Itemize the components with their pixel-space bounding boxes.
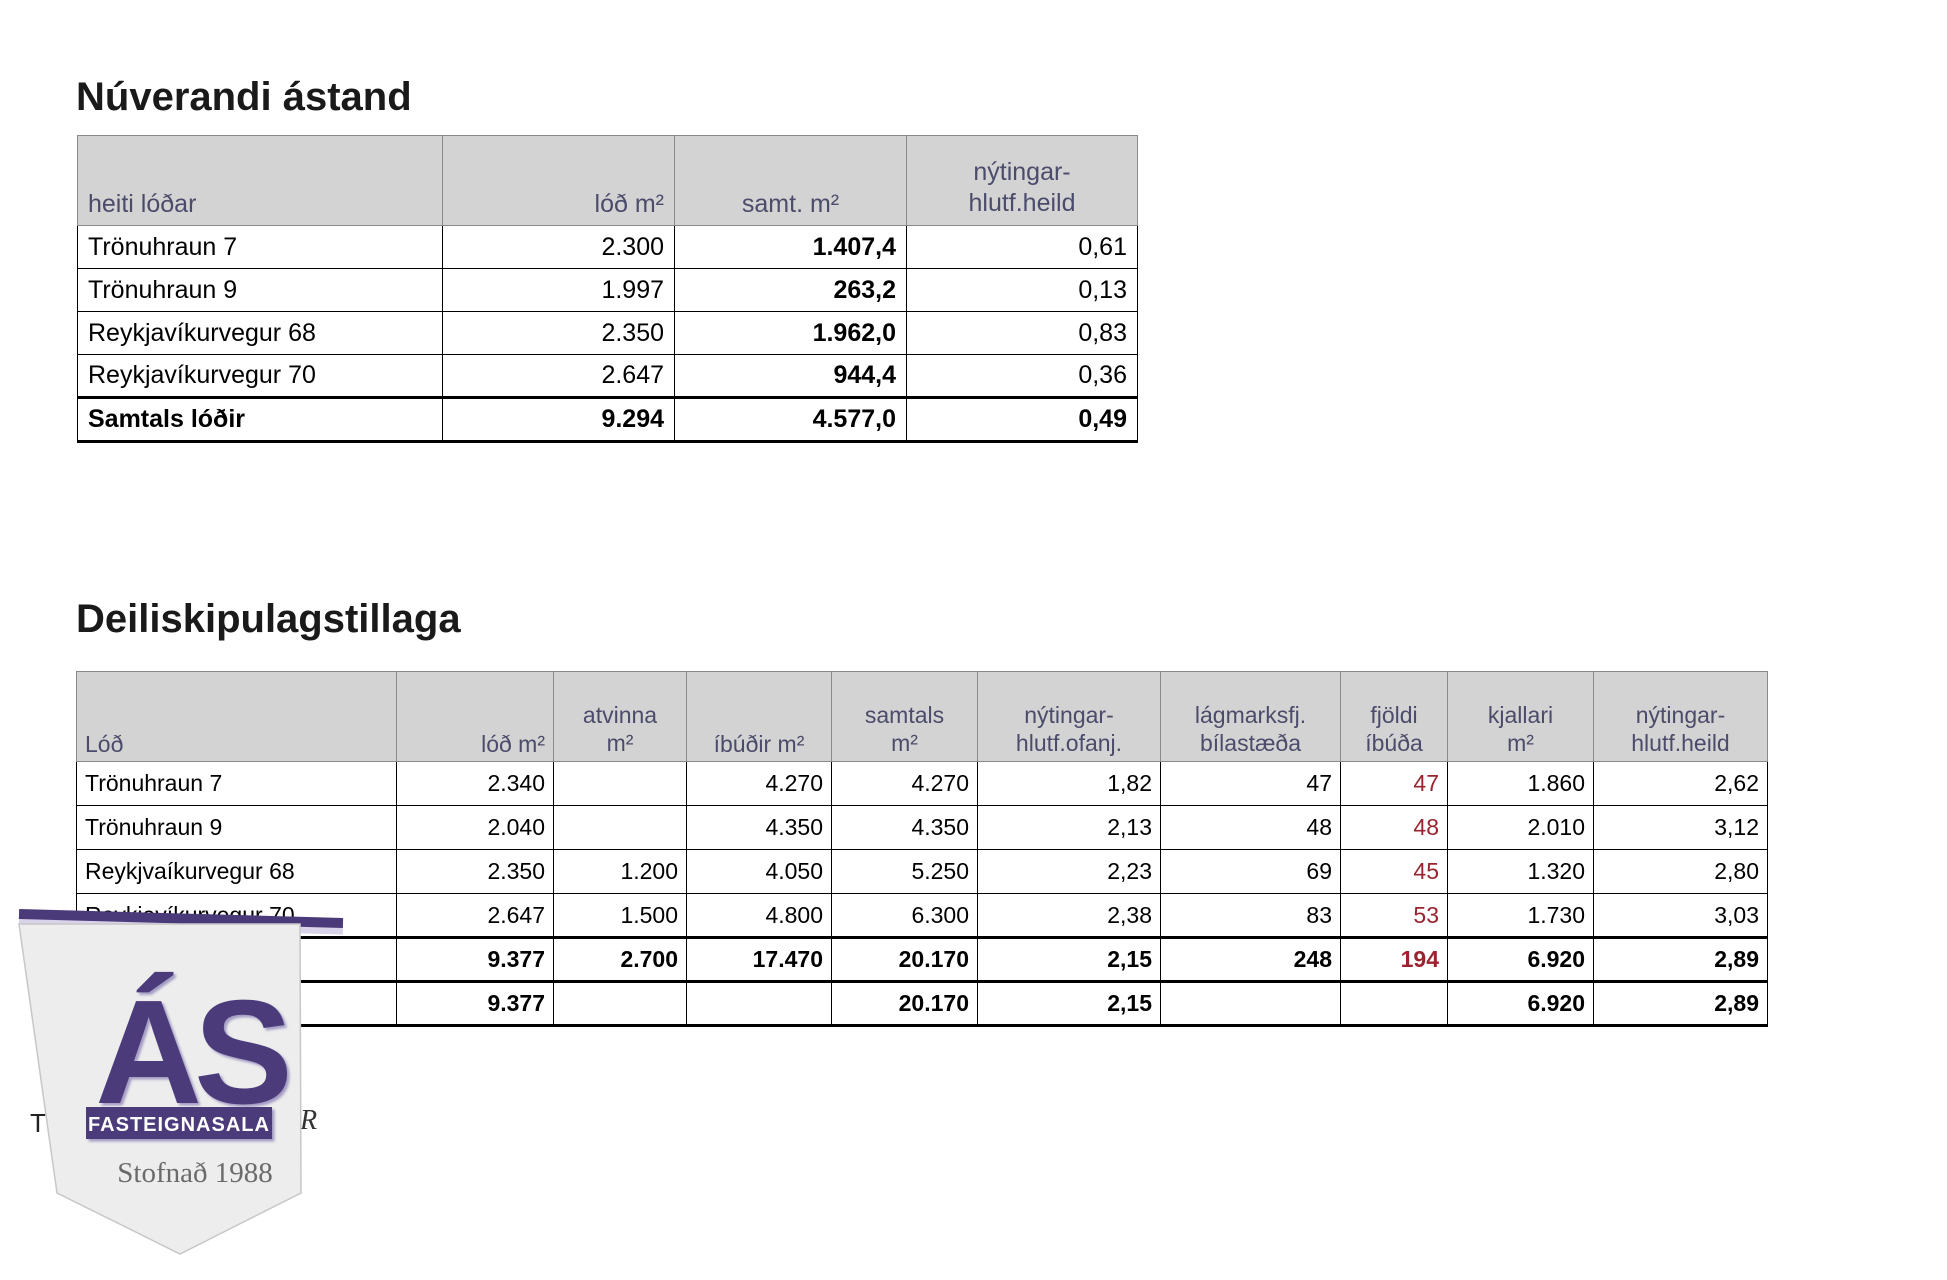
svg-text:FASTEIGNASALA: FASTEIGNASALA xyxy=(88,1114,270,1136)
svg-text:Stofnað 1988: Stofnað 1988 xyxy=(117,1157,272,1189)
